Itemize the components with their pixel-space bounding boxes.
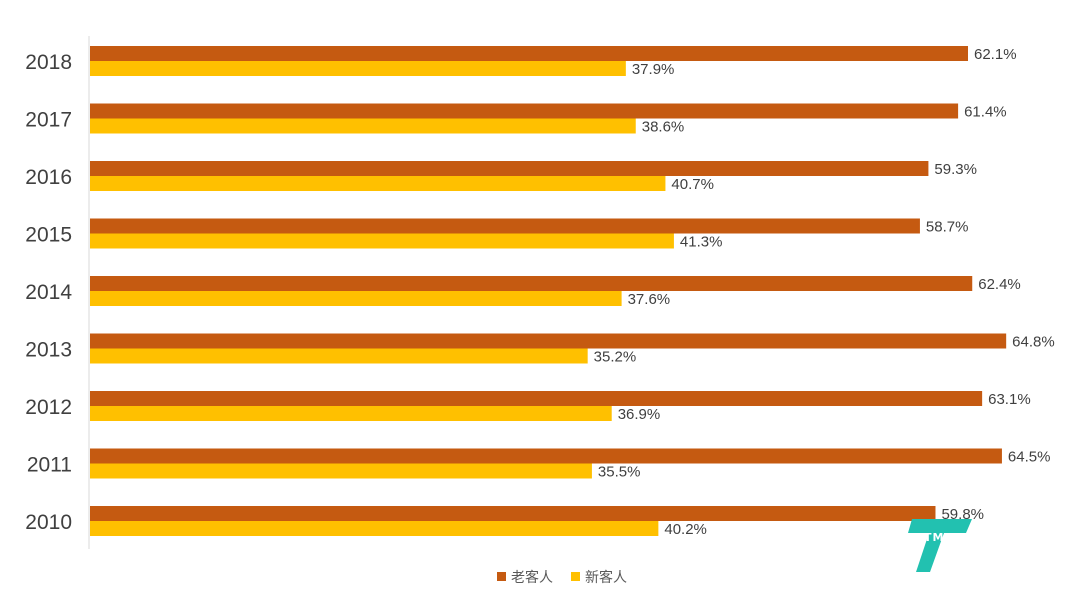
bar: [90, 506, 936, 521]
data-label: 62.4%: [978, 276, 1021, 293]
data-label: 61.4%: [964, 104, 1007, 121]
bar: [90, 61, 626, 76]
tmtpost-mark-icon: [908, 519, 972, 572]
data-label: 64.5%: [1008, 449, 1051, 466]
bar: [90, 233, 674, 249]
legend-label-new-customers: 新客人: [585, 569, 627, 586]
bar: [90, 348, 588, 364]
category-label: 2013: [25, 339, 72, 362]
data-label: 58.7%: [926, 219, 969, 236]
category-label: 2014: [25, 281, 72, 304]
watermark-brand-text: 钛媒体: [968, 549, 1053, 582]
data-label: 38.6%: [642, 119, 685, 136]
data-label: 35.2%: [594, 349, 637, 366]
legend-swatch-old-customers: [497, 572, 506, 581]
category-label: 2015: [25, 224, 72, 247]
watermark-logo: TMTPOST 钛媒体: [908, 519, 1053, 582]
category-label: 2011: [27, 454, 72, 477]
legend-swatch-new-customers: [571, 572, 580, 581]
data-label: 37.9%: [632, 61, 675, 78]
bar: [90, 448, 1002, 464]
watermark-logo-text: TMTPOST: [924, 531, 990, 544]
data-label: 64.8%: [1012, 334, 1055, 351]
bar: [90, 218, 920, 234]
data-label: 62.1%: [974, 46, 1017, 63]
bars: [90, 46, 1007, 536]
category-label: 2012: [25, 396, 72, 419]
bar: [90, 161, 929, 176]
category-labels: 2018 2017 2016 2015 2014 2013 2012 2011 2010: [25, 51, 72, 534]
bar: [90, 521, 659, 536]
data-label: 59.3%: [934, 161, 977, 178]
legend: 老客人 新客人: [497, 569, 627, 586]
bar: [90, 276, 973, 291]
data-label: 35.5%: [598, 464, 641, 481]
data-label: 37.6%: [628, 291, 671, 308]
data-label: 36.9%: [618, 406, 661, 423]
data-label: 40.7%: [671, 176, 714, 193]
bar: [90, 103, 959, 119]
bar: [90, 333, 1007, 349]
bar: [90, 463, 592, 479]
category-label: 2017: [25, 109, 72, 132]
bar: [90, 118, 636, 134]
category-label: 2010: [25, 511, 72, 534]
bar: [90, 291, 622, 306]
bar: [90, 46, 968, 61]
data-label: 41.3%: [680, 234, 723, 251]
data-labels: 62.1% 37.9% 61.4% 38.6% 59.3% 40.7% 58.7% 41.3%…: [594, 46, 1055, 538]
category-label: 2018: [25, 51, 72, 74]
data-label: 59.8%: [941, 506, 984, 523]
bar: [90, 176, 666, 191]
data-label: 40.2%: [664, 521, 707, 538]
category-label: 2016: [25, 166, 72, 189]
data-label: 63.1%: [988, 391, 1031, 408]
bar: [90, 391, 983, 406]
legend-label-old-customers: 老客人: [511, 569, 553, 586]
bar: [90, 406, 612, 421]
